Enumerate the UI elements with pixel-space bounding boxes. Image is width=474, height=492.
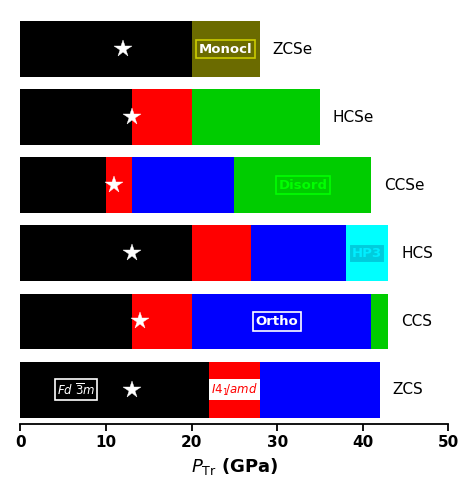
Text: $Fd\ \overline{3}m$: $Fd\ \overline{3}m$ [57,382,95,398]
Bar [371,294,389,349]
Bar [20,157,106,213]
Bar [191,225,252,281]
Text: Ortho: Ortho [256,315,299,328]
Bar [191,21,260,77]
Bar [132,294,191,349]
Text: CCSe: CCSe [384,178,425,193]
Bar [252,225,346,281]
Bar [20,362,209,418]
Bar [191,294,371,349]
Bar [260,362,380,418]
Bar [191,89,320,145]
Bar [234,157,371,213]
Text: $I4_1\!/amd$: $I4_1\!/amd$ [211,381,258,398]
X-axis label: $P_{\rm Tr}$ (GPa): $P_{\rm Tr}$ (GPa) [191,456,278,477]
Bar [132,157,234,213]
Bar [209,362,260,418]
Text: Disord: Disord [278,179,328,192]
Text: Monocl: Monocl [199,42,253,56]
Bar [132,89,191,145]
Bar [20,89,132,145]
Bar [20,294,132,349]
Bar [20,225,191,281]
Text: HCS: HCS [401,246,433,261]
Text: ZCS: ZCS [393,382,423,397]
Bar [106,157,132,213]
Text: CCS: CCS [401,314,432,329]
Bar [346,225,389,281]
Text: HP3: HP3 [352,247,382,260]
Bar [20,21,191,77]
Text: ZCSe: ZCSe [273,41,313,57]
Text: HCSe: HCSe [333,110,374,124]
